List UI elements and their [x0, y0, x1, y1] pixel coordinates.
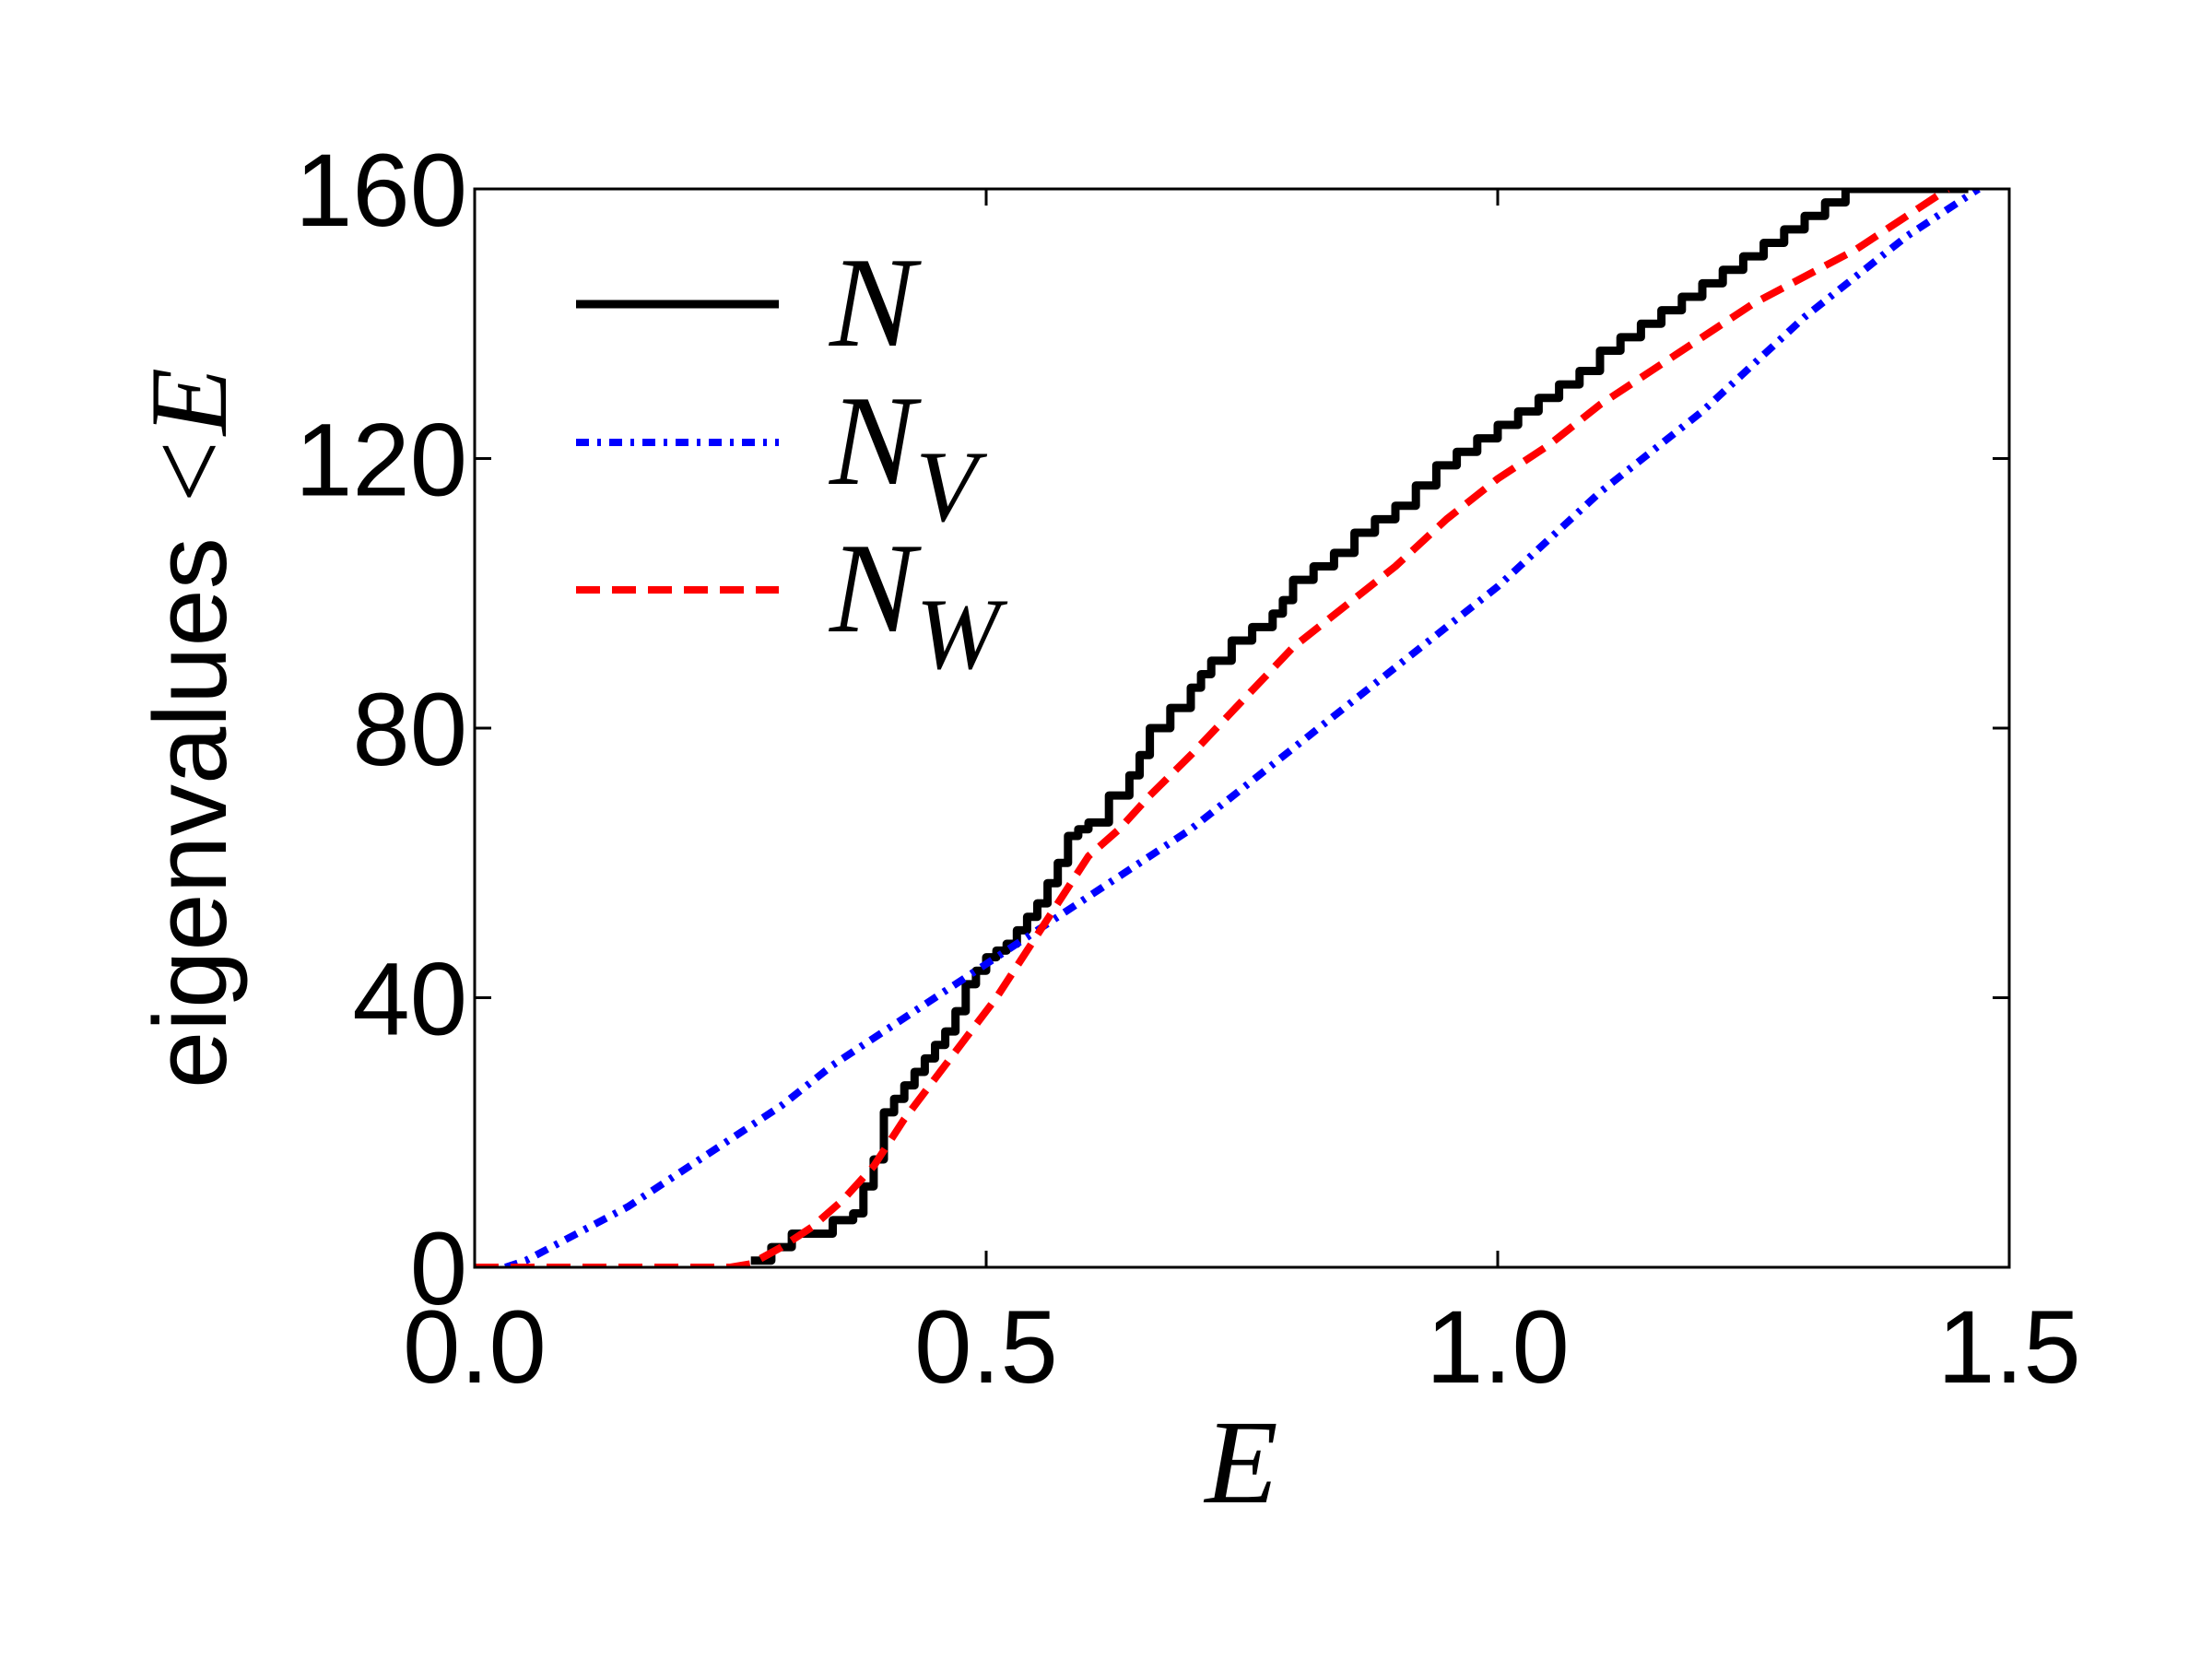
x-tick-label: 1.5 [1937, 1289, 2081, 1405]
y-tick-label: 40 [352, 942, 467, 1057]
y-axis-label-word: eigenvalues [133, 537, 248, 1088]
series-layer [475, 189, 1981, 1267]
y-axis-label: eigenvalues <E [127, 368, 250, 1088]
y-tick-label: 160 [295, 133, 467, 248]
y-tick-label: 0 [410, 1211, 467, 1326]
y-axis-label-text: eigenvalues <E [127, 368, 250, 1088]
series-line-nv [504, 189, 1981, 1267]
legend-label-nw: NW [828, 517, 1007, 690]
series-line-n [750, 189, 1969, 1265]
x-tick-label: 1.0 [1426, 1289, 1570, 1405]
plot-frame [473, 187, 2011, 1269]
y-axis-label-math: <E [127, 368, 250, 510]
x-tick-label: 0.5 [914, 1289, 1058, 1405]
x-tick-label: 0.0 [403, 1289, 547, 1405]
series-line-nw [475, 189, 1950, 1267]
x-axis-label-text: E [1203, 1396, 1277, 1529]
legend-label-n: N [828, 231, 922, 374]
x-axis-label: E [1203, 1396, 1277, 1529]
y-tick-label: 120 [295, 403, 467, 518]
ticks-layer: 0.0 0.5 1.0 1.5 0 40 80 120 160 [295, 133, 2081, 1405]
y-tick-label: 80 [352, 672, 467, 787]
legend-label-nv: NV [828, 370, 987, 543]
